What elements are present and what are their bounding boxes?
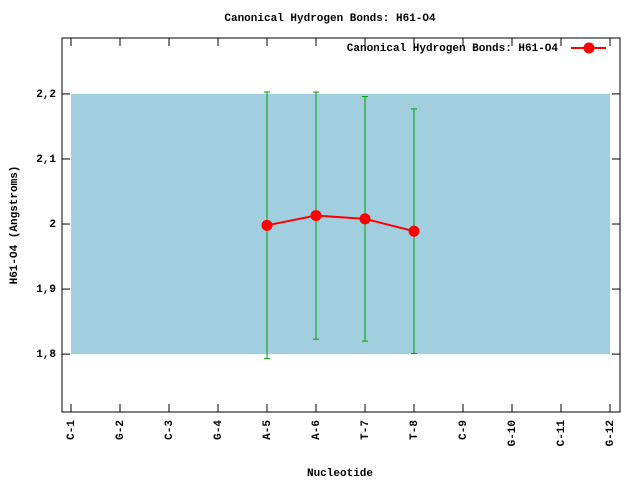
x-tick-label: C-9 <box>458 420 470 440</box>
x-tick-label: C-11 <box>556 420 568 447</box>
y-tick-label: 1,8 <box>36 349 56 361</box>
x-tick-label: A-5 <box>262 420 274 440</box>
legend-marker <box>583 42 595 54</box>
x-tick-label: A-6 <box>311 420 323 440</box>
x-tick-label: T-8 <box>409 420 421 440</box>
x-tick-label: C-3 <box>164 420 176 440</box>
x-axis-label: Nucleotide <box>307 468 373 480</box>
x-tick-label: C-1 <box>66 420 78 440</box>
y-tick-label: 2,2 <box>36 89 56 101</box>
x-tick-label: T-7 <box>360 420 372 440</box>
y-tick-label: 2 <box>49 219 56 231</box>
x-tick-label: G-10 <box>507 420 519 446</box>
reference-band <box>71 93 610 355</box>
x-tick-label: G-12 <box>605 420 617 446</box>
data-point <box>310 210 322 222</box>
y-tick-label: 1,9 <box>36 284 56 296</box>
plot-frame <box>61 37 621 413</box>
x-tick-label: G-4 <box>213 420 225 440</box>
legend-label: Canonical Hydrogen Bonds: H61-O4 <box>347 43 559 55</box>
y-axis-label: H61-O4 (Angstroms) <box>9 166 21 285</box>
chart-title: Canonical Hydrogen Bonds: H61-O4 <box>224 13 436 25</box>
data-point <box>408 225 420 237</box>
x-tick-label: G-2 <box>115 420 127 440</box>
y-tick-label: 2,1 <box>36 154 56 166</box>
data-point <box>261 219 273 231</box>
data-line <box>266 214 415 233</box>
data-point <box>359 213 371 225</box>
